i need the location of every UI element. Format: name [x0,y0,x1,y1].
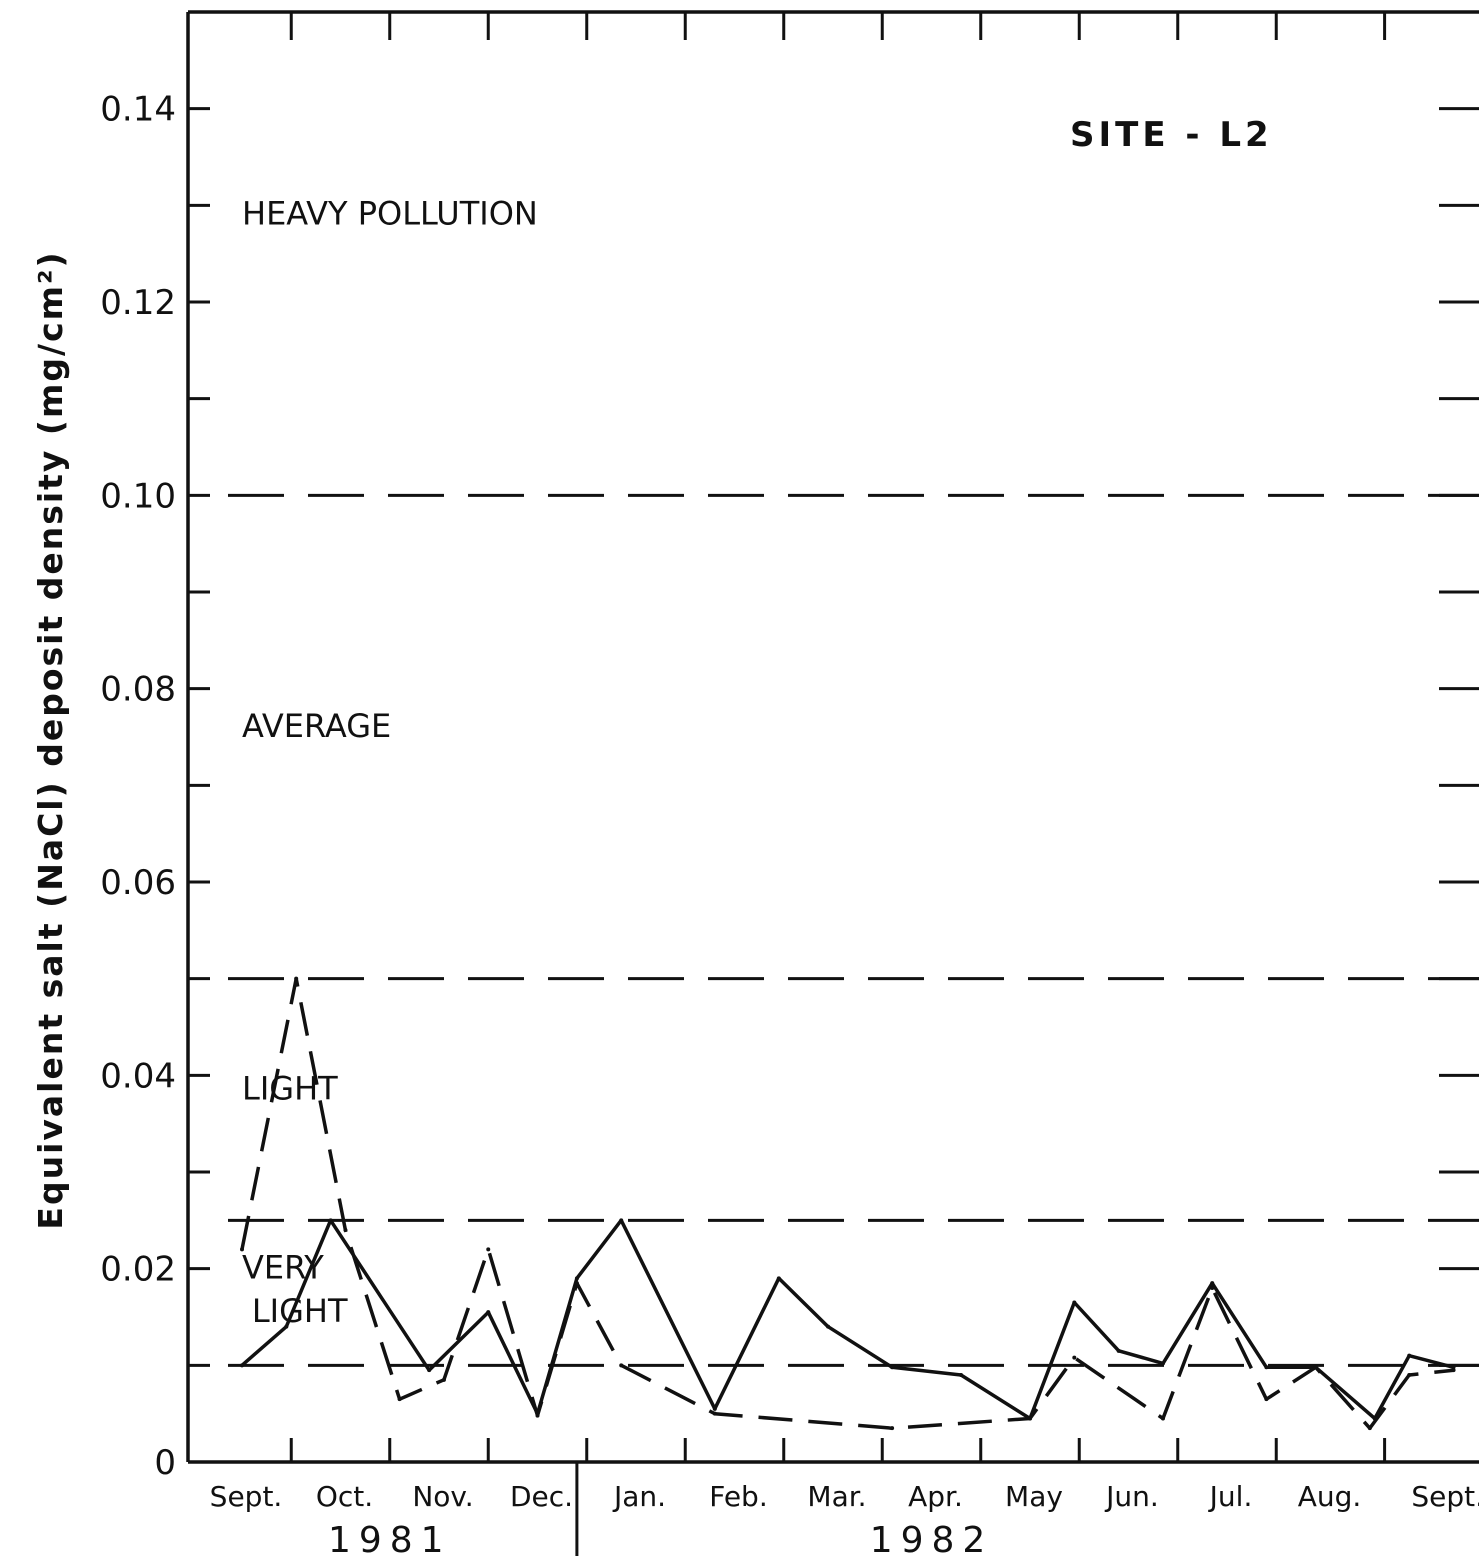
series-solid-point [574,1276,579,1281]
series-dashed-point [1451,1368,1456,1373]
year-label: 1981 [328,1520,452,1560]
series-dashed-point [1028,1416,1032,1421]
series-solid-point [959,1373,964,1377]
series-dashed-point [1160,1416,1165,1421]
series-dashed-point [1313,1365,1318,1370]
data-series [240,976,1456,1431]
x-tick-label: Feb. [709,1480,767,1513]
series-solid-point [1451,1365,1456,1370]
series-solid-point [284,1324,289,1329]
y-tick-label: 0.04 [100,1056,176,1096]
series-solid-point [776,1276,781,1281]
x-tick-label: May [1005,1480,1063,1513]
x-tick-label: Nov. [412,1480,473,1513]
y-axis-label: Equivalent salt (NaCl) deposit density (… [31,250,70,1229]
y-tick-label: 0.02 [100,1250,176,1290]
series-dashed-point [441,1377,446,1382]
x-tick-label: Dec. [510,1480,573,1513]
series-solid-point [1407,1353,1412,1358]
series-dashed-point [890,1426,895,1431]
y-tick-label: 0 [154,1443,176,1483]
series-dashed-point [1407,1373,1412,1377]
series-dashed-point [343,1228,348,1232]
chart-text-labels: HEAVY POLLUTION AVERAGE LIGHT VERY LIGHT [242,195,538,1330]
x-tick-label: Jan. [612,1480,666,1513]
series-solid-point [890,1365,895,1370]
series-solid-point [712,1406,717,1411]
x-tick-label: Apr. [908,1480,963,1513]
series-dashed-point [619,1363,624,1368]
series-solid-point [427,1368,432,1373]
x-tick-label: Jul. [1208,1480,1253,1513]
year-label: 1982 [870,1520,994,1560]
series-dashed-point [240,1247,244,1252]
chart-title: SITE - L2 [1070,115,1273,155]
x-tick-label: Sept. [210,1480,283,1513]
x-tick-label: Mar. [807,1480,866,1513]
x-axis-ticks: Sept. Oct. Nov. Dec. Jan. Feb. Mar. Apr. May Jun.… [210,12,1479,1561]
y-tick-label: 0.10 [100,476,176,516]
series-solid-point [826,1324,831,1329]
zone-label: LIGHT [242,1070,338,1108]
series-solid-line [240,1218,1455,1421]
plot-frame [186,10,1479,1464]
series-solid-point [1072,1300,1077,1305]
series-dashed-line [240,976,1454,1430]
series-dashed-point [574,1281,579,1286]
series-dashed-point [294,976,299,981]
zone-label: AVERAGE [242,707,391,745]
series-solid-point [619,1218,624,1223]
series-solid-point [1160,1361,1165,1366]
x-tick-label: Oct. [316,1480,373,1513]
series-dashed-point [1210,1286,1215,1290]
series-solid-point [240,1363,244,1368]
y-tick-label: 0.14 [100,90,176,130]
series-dashed-point [486,1247,491,1252]
y-tick-label: 0.08 [100,670,176,710]
series-dashed-point [1264,1397,1269,1402]
series-dashed-point [535,1413,540,1418]
x-tick-label: Aug. [1298,1480,1362,1513]
series-dashed-point [1367,1426,1372,1431]
series-solid-point [486,1310,491,1315]
zone-label: LIGHT [252,1292,348,1330]
series-dashed-point [397,1397,402,1402]
x-tick-label: Sept. [1411,1480,1479,1513]
series-solid-point [1264,1365,1269,1370]
series-solid-point [1210,1281,1215,1286]
threshold-lines [228,493,1479,1367]
zone-label: VERY [242,1248,324,1286]
y-tick-label: 0.06 [100,863,176,903]
series-dashed-point [1072,1355,1077,1360]
y-tick-label: 0.12 [100,283,176,323]
series-solid-point [1116,1348,1121,1353]
x-tick-label: Jun. [1104,1480,1159,1513]
series-solid-point [328,1218,333,1223]
y-axis-ticks: 0 0.02 0.04 0.06 0.08 0.10 0.12 0.14 [100,10,1479,1483]
zone-label: HEAVY POLLUTION [242,195,538,233]
series-dashed-point [712,1411,717,1416]
